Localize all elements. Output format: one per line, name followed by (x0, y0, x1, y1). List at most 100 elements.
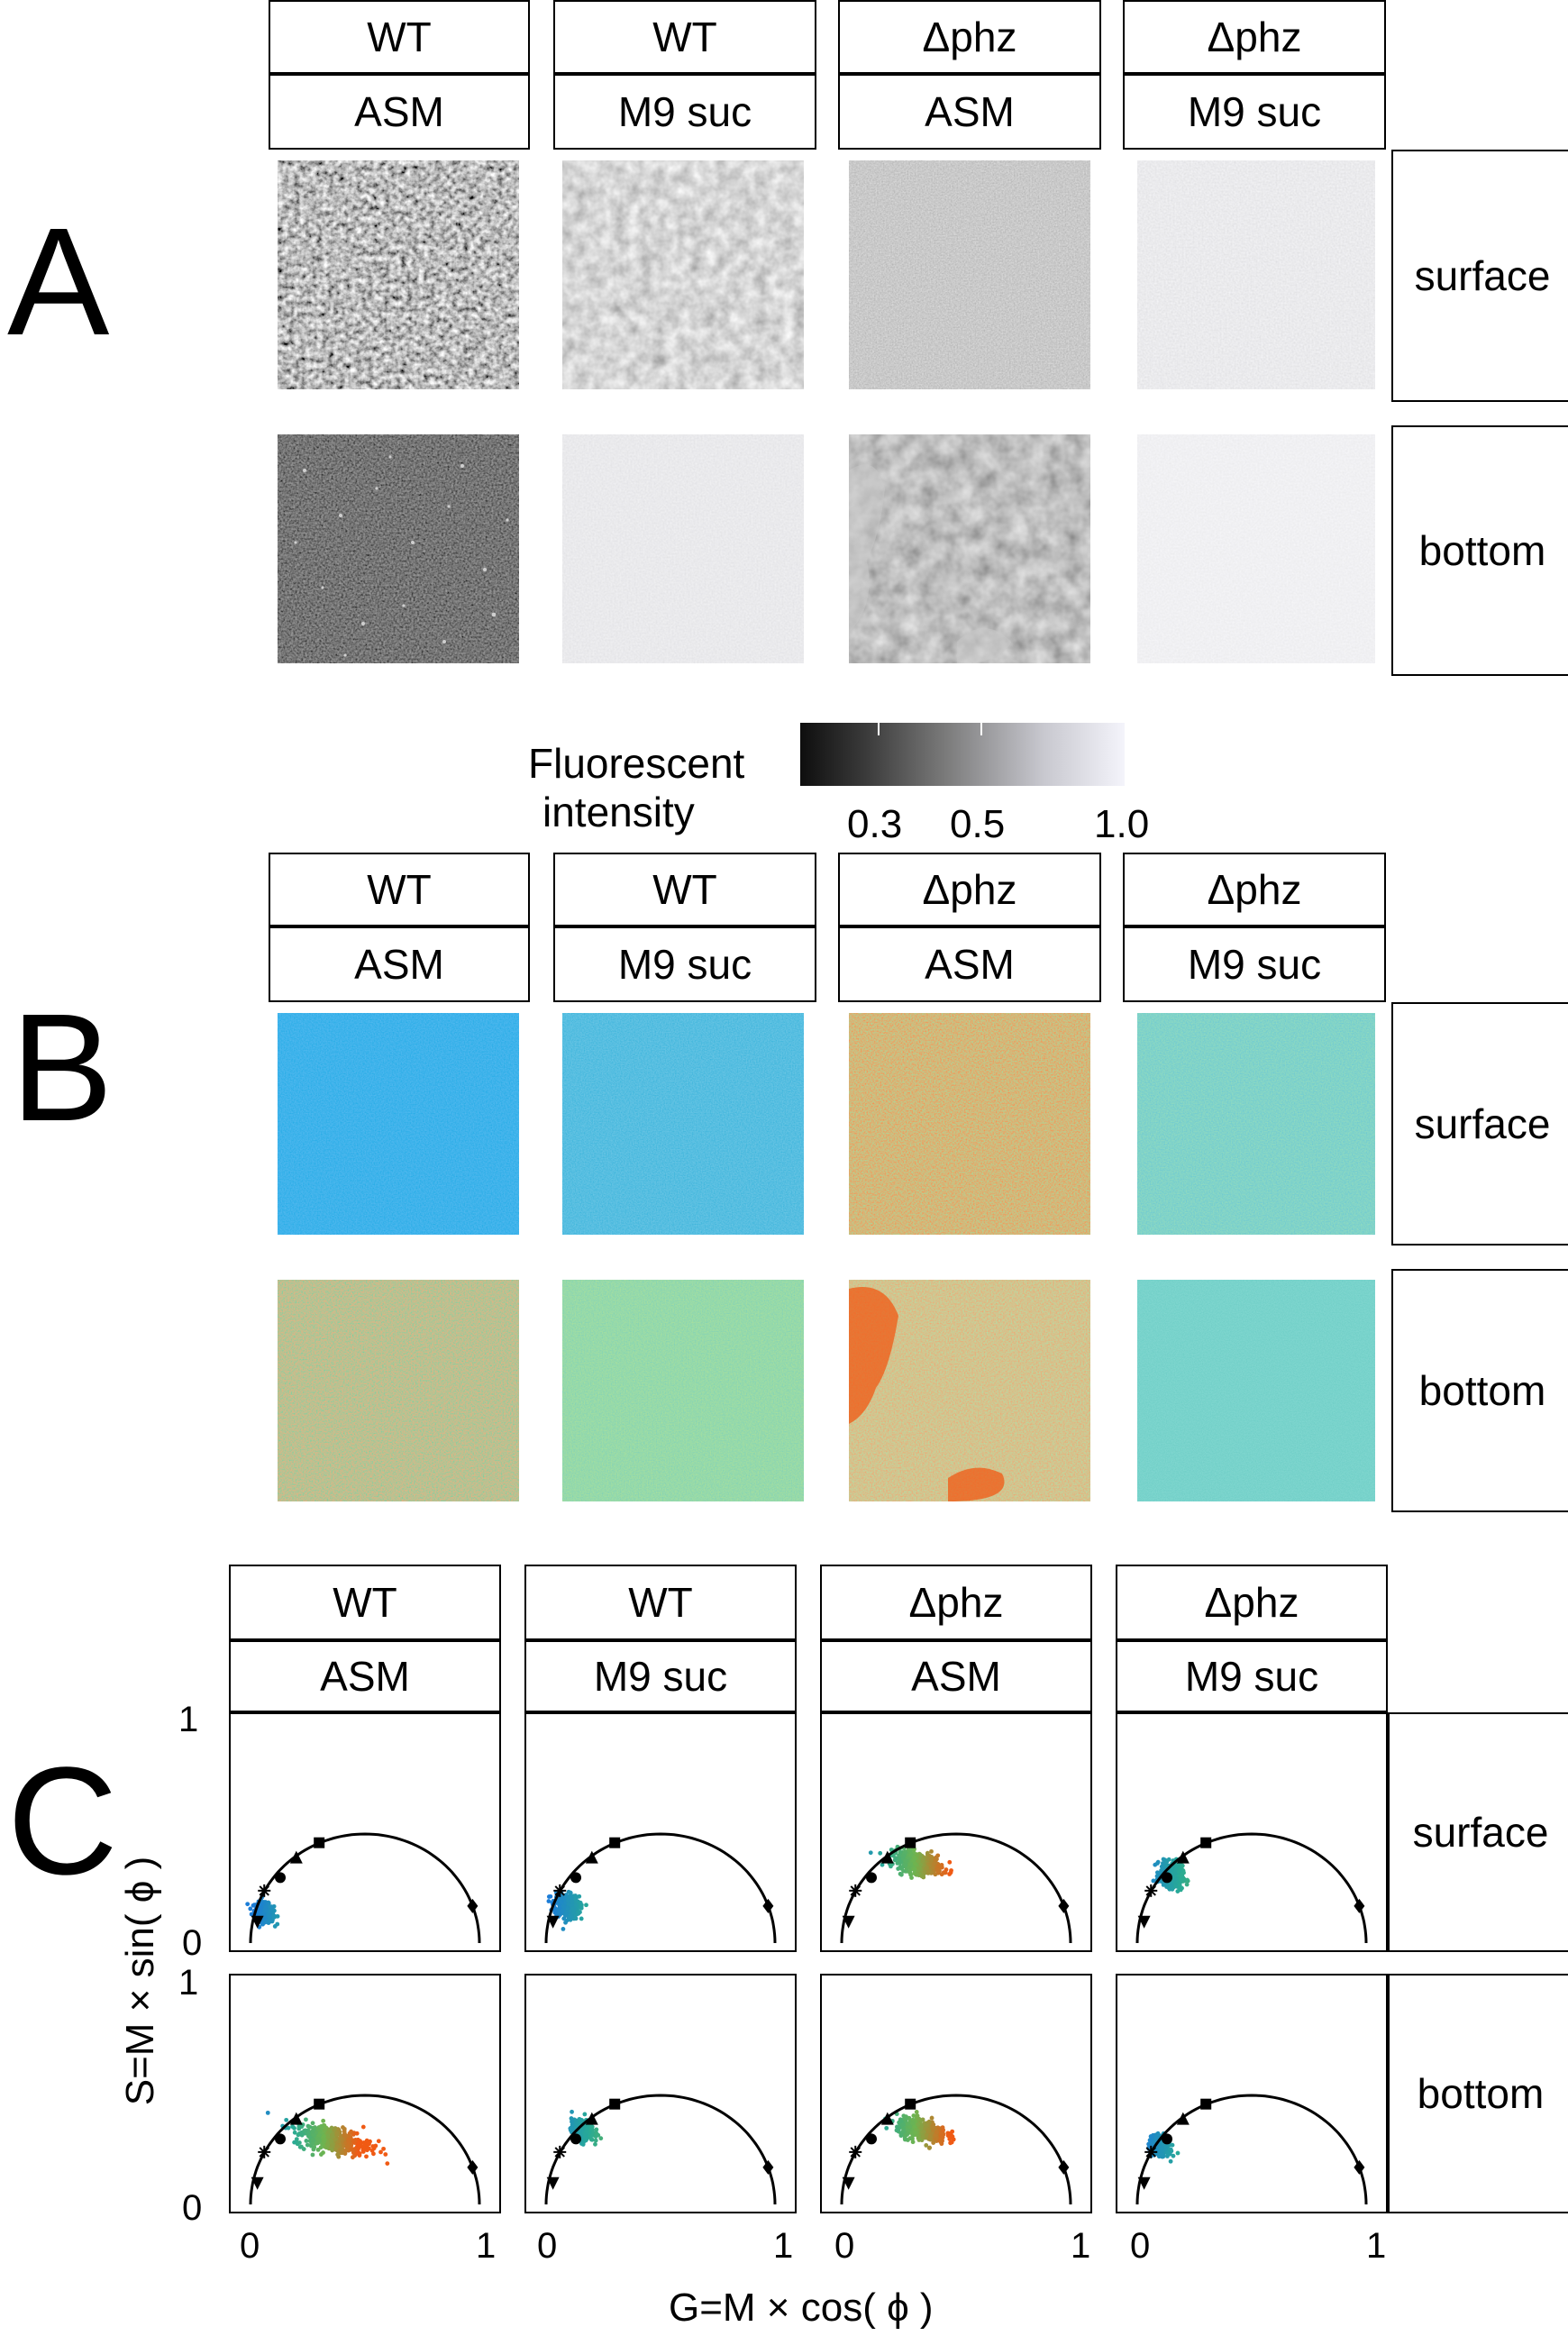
phasor-point (303, 2128, 307, 2133)
intensity-image-wt-asm-bottom (278, 434, 519, 663)
phasor-point (310, 2152, 315, 2158)
phasor-point (1171, 2153, 1176, 2158)
phasor-point (868, 1850, 873, 1856)
universal-semicircle (840, 1832, 1072, 1944)
phasor-point (589, 2137, 595, 2142)
reference-marker-triangle-down (1137, 1915, 1151, 1929)
phasor-point (921, 2134, 925, 2140)
phasor-point (1168, 2158, 1173, 2164)
phasor-point-cloud (245, 1894, 280, 1930)
panel-c-row-bottom: bottom (1388, 1974, 1568, 2213)
phasor-point (349, 2129, 354, 2134)
phasor-point (947, 2137, 953, 2141)
phasor-point (905, 2122, 910, 2127)
phasor-point (340, 2150, 345, 2156)
panel-a-header-medium-4: M9 suc (1123, 74, 1386, 150)
reference-marker-diamond (1354, 1898, 1365, 1913)
phasor-point (266, 1912, 271, 1918)
phasor-point (584, 1903, 588, 1908)
phasor-point (582, 2134, 588, 2140)
phasor-point (924, 2143, 929, 2148)
phasor-point-cloud (883, 2110, 956, 2150)
phasor-point (1154, 2131, 1160, 2137)
x-tick-label: 1 (1366, 2226, 1387, 2266)
phasor-point (294, 2137, 299, 2142)
phasor-point (330, 2142, 335, 2148)
colorbar-gradient (800, 723, 1125, 786)
phasor-point (566, 1898, 570, 1903)
phasor-plot-2-surface (524, 1712, 797, 1952)
reference-marker-triangle-up (880, 2112, 894, 2125)
phasor-point (342, 2133, 348, 2139)
phasor-point (1172, 1870, 1177, 1875)
phasor-point (901, 1868, 906, 1874)
phasor-point (292, 2140, 297, 2145)
phasor-point (910, 2121, 915, 2126)
panel-c-header-medium-2: M9 suc (524, 1640, 797, 1712)
universal-semicircle (544, 2094, 777, 2205)
colorbar-tick-mark (980, 723, 982, 735)
phasor-point (1176, 1885, 1181, 1891)
phasor-point (570, 1913, 574, 1919)
phasor-plot-4-surface (1116, 1712, 1388, 1952)
reference-marker-triangle-up (289, 2112, 303, 2125)
phasor-point (314, 2140, 319, 2146)
phasor-point (902, 2137, 907, 2142)
panel-b-row-surface: surface (1391, 1002, 1568, 1246)
lifetime-map-dphz-asm-surface (849, 1013, 1090, 1235)
phasor-plot-svg (1135, 2094, 1368, 2205)
phasor-point (570, 2109, 574, 2114)
reference-marker-triangle-up (289, 1850, 303, 1864)
phasor-plot-2-bottom (524, 1974, 797, 2213)
phasor-point (323, 2127, 328, 2132)
phasor-plot-svg (1135, 1832, 1368, 1944)
reference-marker-diamond (1354, 2159, 1365, 2175)
phasor-point (346, 2139, 351, 2144)
panel-b-header-strain-1: WT (269, 853, 530, 926)
reference-marker-triangle-up (880, 1850, 894, 1864)
phasor-point (939, 1872, 944, 1877)
phasor-point (312, 2145, 317, 2149)
reference-marker-circle (570, 1872, 582, 1884)
phasor-point (329, 2139, 334, 2144)
panel-a-header-medium-3: ASM (838, 74, 1101, 150)
phasor-point (366, 2141, 371, 2147)
phasor-point (934, 2130, 939, 2135)
phasor-point (908, 1872, 914, 1877)
phasor-point (878, 1850, 883, 1856)
phasor-point (912, 2130, 917, 2135)
panel-a-header-medium-1: ASM (269, 74, 530, 150)
phasor-point (920, 1857, 925, 1862)
panel-a-header-strain-3: Δphz (838, 0, 1101, 74)
reference-marker-triangle-up (1176, 1850, 1190, 1864)
reference-marker-square (1200, 2098, 1212, 2110)
phasor-point (894, 2128, 899, 2133)
phasor-point (357, 2151, 362, 2156)
phasor-plot-svg (840, 2094, 1072, 2205)
phasor-point (321, 2118, 326, 2123)
reference-marker-asterisk (849, 1884, 862, 1897)
panel-c-header-strain-4: Δphz (1116, 1565, 1388, 1640)
phasor-point (1151, 1878, 1156, 1884)
phasor-point (561, 1926, 566, 1931)
phasor-plot-3-bottom (820, 1974, 1092, 2213)
reference-marker-triangle-down (546, 1915, 560, 1929)
phasor-point (898, 1872, 904, 1877)
phasor-point (924, 1866, 929, 1871)
phasor-plot-1-bottom (229, 1974, 501, 2213)
phasor-point (364, 2154, 369, 2159)
phasor-point (573, 1916, 579, 1921)
panel-a-header-strain-4: Δphz (1123, 0, 1386, 74)
panel-c-header-medium-3: ASM (820, 1640, 1092, 1712)
phasor-point (571, 1910, 577, 1915)
phasor-point (901, 2127, 906, 2132)
phasor-point (915, 1872, 920, 1877)
phasor-point (272, 1924, 278, 1929)
colorbar-tick-mark (878, 723, 880, 735)
phasor-point (579, 1904, 584, 1909)
phasor-plot-1-surface (229, 1712, 501, 1952)
phasor-point (593, 2138, 598, 2143)
reference-marker-triangle-down (842, 2176, 855, 2190)
phasor-point (898, 2117, 903, 2122)
phasor-point (1147, 2138, 1153, 2143)
